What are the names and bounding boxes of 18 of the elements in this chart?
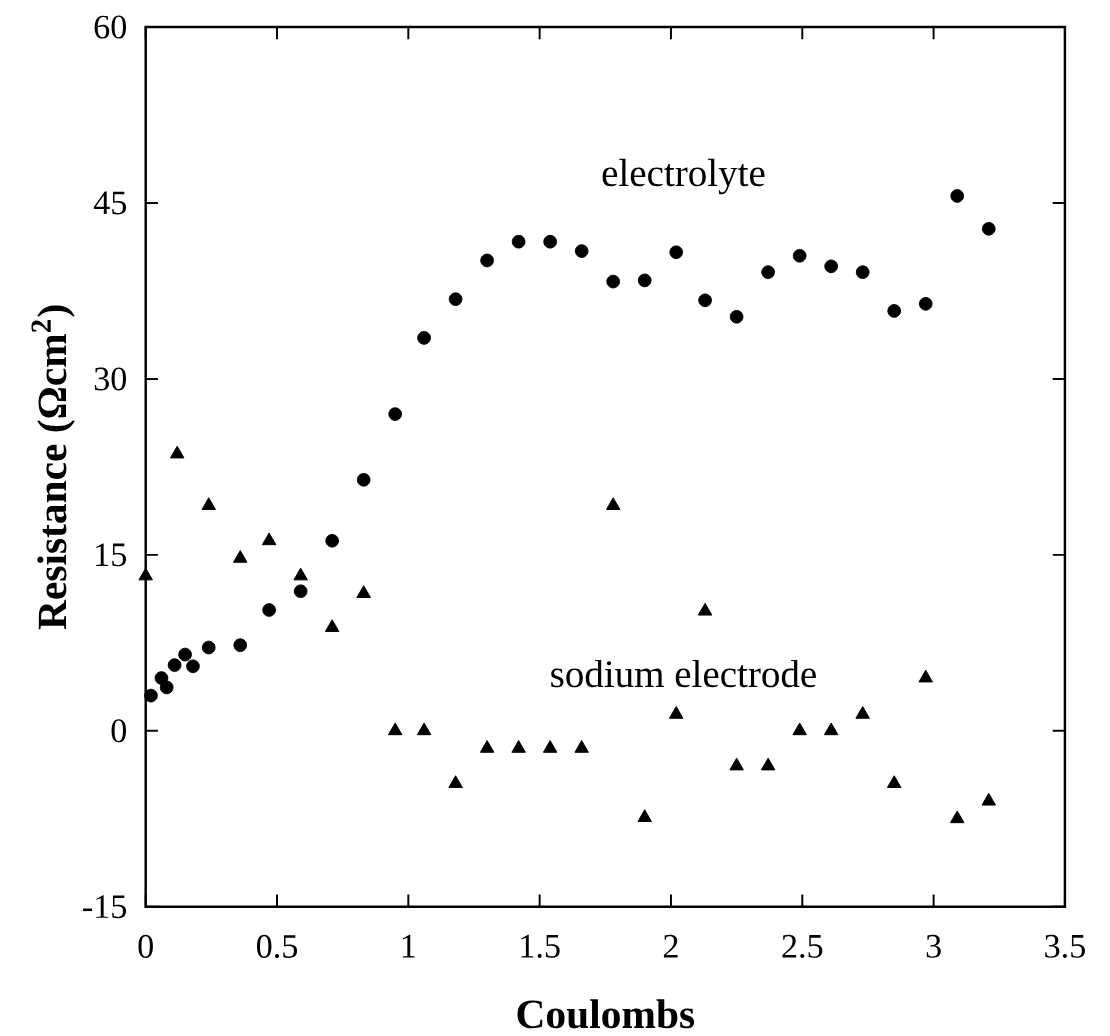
x-tick-label: 3.5 [1045, 934, 1085, 959]
y-tick-label: 60 [94, 15, 127, 39]
y-axis-title: Resistance (Ωcm$^{2}$) [31, 305, 75, 630]
series-label: sodium electrode [551, 659, 816, 688]
x-axis-title: Coulombs [517, 999, 695, 1029]
x-tick-label: 0 [138, 934, 153, 959]
y-tick-label: 45 [93, 191, 127, 215]
x-tick-label: 1 [402, 934, 415, 958]
y-tick-label: 15 [96, 543, 127, 567]
series-label: electrolyte [602, 158, 765, 195]
y-tick-label: 30 [94, 367, 127, 391]
x-tick-label: 2.5 [782, 934, 823, 959]
x-tick-label: 2 [663, 934, 678, 958]
y-tick-label: -15 [83, 895, 127, 919]
x-tick-label: 3 [926, 934, 941, 958]
x-tick-label: 1.5 [521, 934, 560, 958]
y-tick-label: 0 [111, 719, 127, 743]
x-tick-label: 0.5 [256, 934, 298, 959]
